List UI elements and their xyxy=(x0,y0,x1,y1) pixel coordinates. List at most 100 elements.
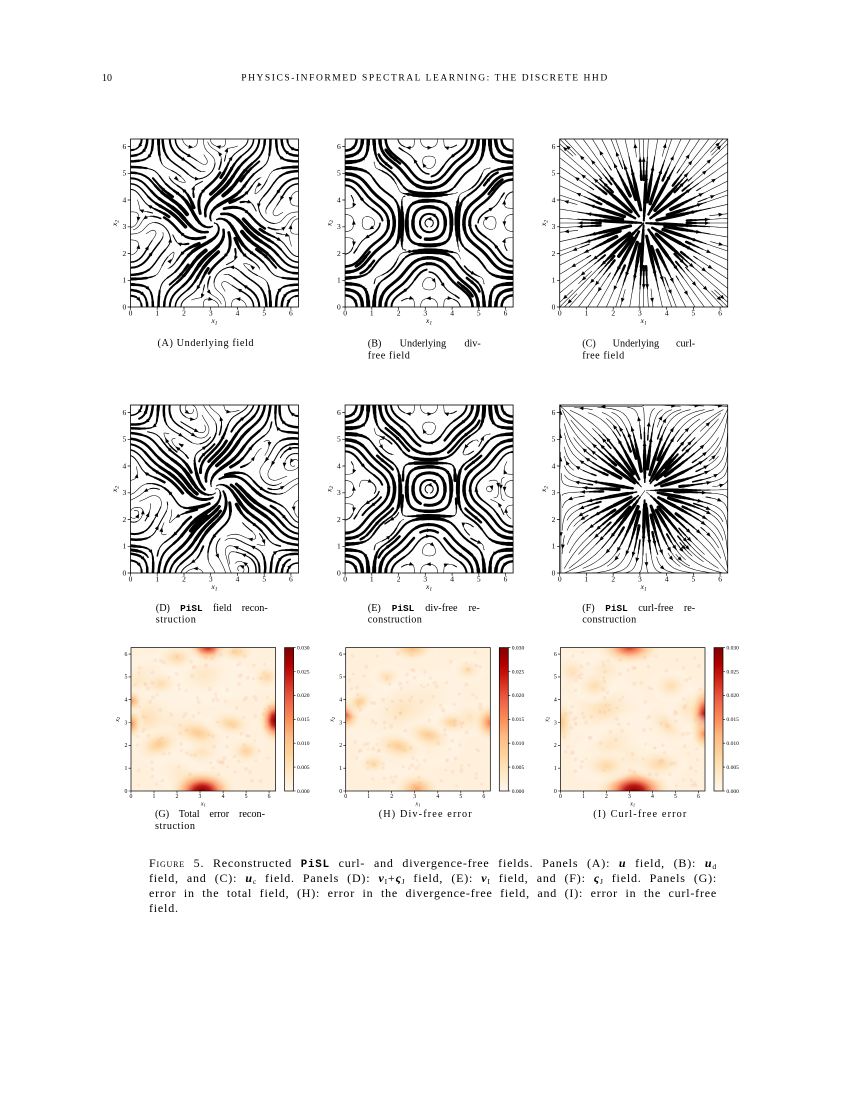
svg-text:4: 4 xyxy=(337,195,341,204)
svg-text:3: 3 xyxy=(638,309,642,318)
svg-text:4: 4 xyxy=(236,309,240,318)
svg-text:1: 1 xyxy=(122,542,126,551)
svg-text:0.005: 0.005 xyxy=(726,765,739,771)
svg-text:2: 2 xyxy=(337,249,341,258)
svg-text:0: 0 xyxy=(130,794,133,800)
svg-text:3: 3 xyxy=(339,720,342,726)
svg-text:3: 3 xyxy=(209,575,213,584)
svg-text:2: 2 xyxy=(605,794,608,800)
svg-text:field.: field. xyxy=(149,901,179,915)
svg-text:(G) Total error recon-: (G) Total error recon- xyxy=(155,809,266,820)
svg-text:1: 1 xyxy=(337,276,341,285)
svg-text:construction: construction xyxy=(368,615,422,626)
svg-text:3: 3 xyxy=(122,488,126,497)
svg-text:5: 5 xyxy=(262,309,266,318)
svg-text:4: 4 xyxy=(665,575,669,584)
svg-text:0.020: 0.020 xyxy=(726,693,739,699)
svg-text:4: 4 xyxy=(665,309,669,318)
svg-text:1: 1 xyxy=(370,309,374,318)
svg-text:0.025: 0.025 xyxy=(297,669,310,675)
svg-text:x1: x1 xyxy=(210,316,217,327)
svg-text:0: 0 xyxy=(339,789,342,795)
svg-text:3: 3 xyxy=(337,488,341,497)
svg-text:4: 4 xyxy=(222,794,225,800)
svg-text:5: 5 xyxy=(245,794,248,800)
svg-text:0: 0 xyxy=(552,302,556,311)
svg-text:1: 1 xyxy=(552,276,556,285)
svg-text:PHYSICS-INFORMED SPECTRAL LEAR: PHYSICS-INFORMED SPECTRAL LEARNING: THE … xyxy=(241,74,609,84)
svg-text:4: 4 xyxy=(450,575,454,584)
svg-text:Figure 5. Reconstructed PiSL c: Figure 5. Reconstructed PiSL curl- and d… xyxy=(149,856,717,871)
svg-text:5: 5 xyxy=(262,575,266,584)
svg-text:3: 3 xyxy=(554,720,557,726)
svg-text:3: 3 xyxy=(337,222,341,231)
svg-text:0.020: 0.020 xyxy=(512,693,525,699)
svg-text:2: 2 xyxy=(611,575,615,584)
svg-text:5: 5 xyxy=(554,675,557,681)
svg-text:1: 1 xyxy=(370,575,374,584)
svg-text:6: 6 xyxy=(718,575,722,584)
svg-text:2: 2 xyxy=(182,575,186,584)
svg-text:x2: x2 xyxy=(110,220,121,227)
svg-text:0: 0 xyxy=(122,302,126,311)
svg-text:2: 2 xyxy=(176,794,179,800)
svg-text:x1: x1 xyxy=(640,316,647,327)
svg-text:0.030: 0.030 xyxy=(512,645,525,651)
svg-text:0.010: 0.010 xyxy=(726,741,739,747)
svg-text:2: 2 xyxy=(337,515,341,524)
svg-text:5: 5 xyxy=(337,435,341,444)
svg-text:0: 0 xyxy=(129,575,133,584)
svg-text:3: 3 xyxy=(199,794,202,800)
svg-text:3: 3 xyxy=(209,309,213,318)
svg-text:x2: x2 xyxy=(325,486,336,493)
svg-text:2: 2 xyxy=(552,249,556,258)
svg-text:5: 5 xyxy=(552,435,556,444)
svg-text:2: 2 xyxy=(554,743,557,749)
svg-text:5: 5 xyxy=(124,675,127,681)
svg-text:0.000: 0.000 xyxy=(512,789,525,795)
svg-text:4: 4 xyxy=(122,461,126,470)
svg-text:5: 5 xyxy=(122,435,126,444)
svg-text:1: 1 xyxy=(155,575,159,584)
svg-text:6: 6 xyxy=(718,309,722,318)
svg-text:6: 6 xyxy=(552,142,556,151)
svg-text:2: 2 xyxy=(611,309,615,318)
svg-text:2: 2 xyxy=(397,309,401,318)
svg-text:2: 2 xyxy=(397,575,401,584)
svg-text:2: 2 xyxy=(552,515,556,524)
svg-text:10: 10 xyxy=(102,73,112,84)
svg-text:x2: x2 xyxy=(544,716,550,723)
svg-text:5: 5 xyxy=(459,794,462,800)
svg-text:2: 2 xyxy=(122,249,126,258)
svg-text:0: 0 xyxy=(558,309,562,318)
svg-text:1: 1 xyxy=(124,766,127,772)
svg-text:0: 0 xyxy=(559,794,562,800)
svg-text:3: 3 xyxy=(124,720,127,726)
svg-text:(I) Curl-free error: (I) Curl-free error xyxy=(593,809,687,820)
svg-text:free field: free field xyxy=(368,350,411,361)
svg-text:6: 6 xyxy=(554,652,557,658)
svg-text:0.000: 0.000 xyxy=(297,789,310,795)
svg-text:0.025: 0.025 xyxy=(512,669,525,675)
svg-text:1: 1 xyxy=(585,575,589,584)
svg-text:1: 1 xyxy=(367,794,370,800)
svg-text:0.005: 0.005 xyxy=(297,765,310,771)
svg-text:0.015: 0.015 xyxy=(297,717,310,723)
svg-text:0: 0 xyxy=(344,794,347,800)
svg-text:(E) PiSL div-free re-: (E) PiSL div-free re- xyxy=(368,603,481,614)
svg-text:x2: x2 xyxy=(110,486,121,493)
svg-text:x1: x1 xyxy=(640,582,647,593)
svg-text:(H) Div-free error: (H) Div-free error xyxy=(379,809,473,820)
svg-text:4: 4 xyxy=(651,794,654,800)
svg-text:6: 6 xyxy=(504,575,508,584)
svg-text:(F) PiSL curl-free re-: (F) PiSL curl-free re- xyxy=(582,603,696,614)
svg-text:0.010: 0.010 xyxy=(297,741,310,747)
svg-text:0.010: 0.010 xyxy=(512,741,525,747)
svg-text:0: 0 xyxy=(122,568,126,577)
svg-text:3: 3 xyxy=(552,222,556,231)
svg-text:1: 1 xyxy=(337,542,341,551)
svg-text:3: 3 xyxy=(122,222,126,231)
svg-text:0: 0 xyxy=(552,568,556,577)
svg-text:5: 5 xyxy=(337,169,341,178)
svg-text:2: 2 xyxy=(182,309,186,318)
